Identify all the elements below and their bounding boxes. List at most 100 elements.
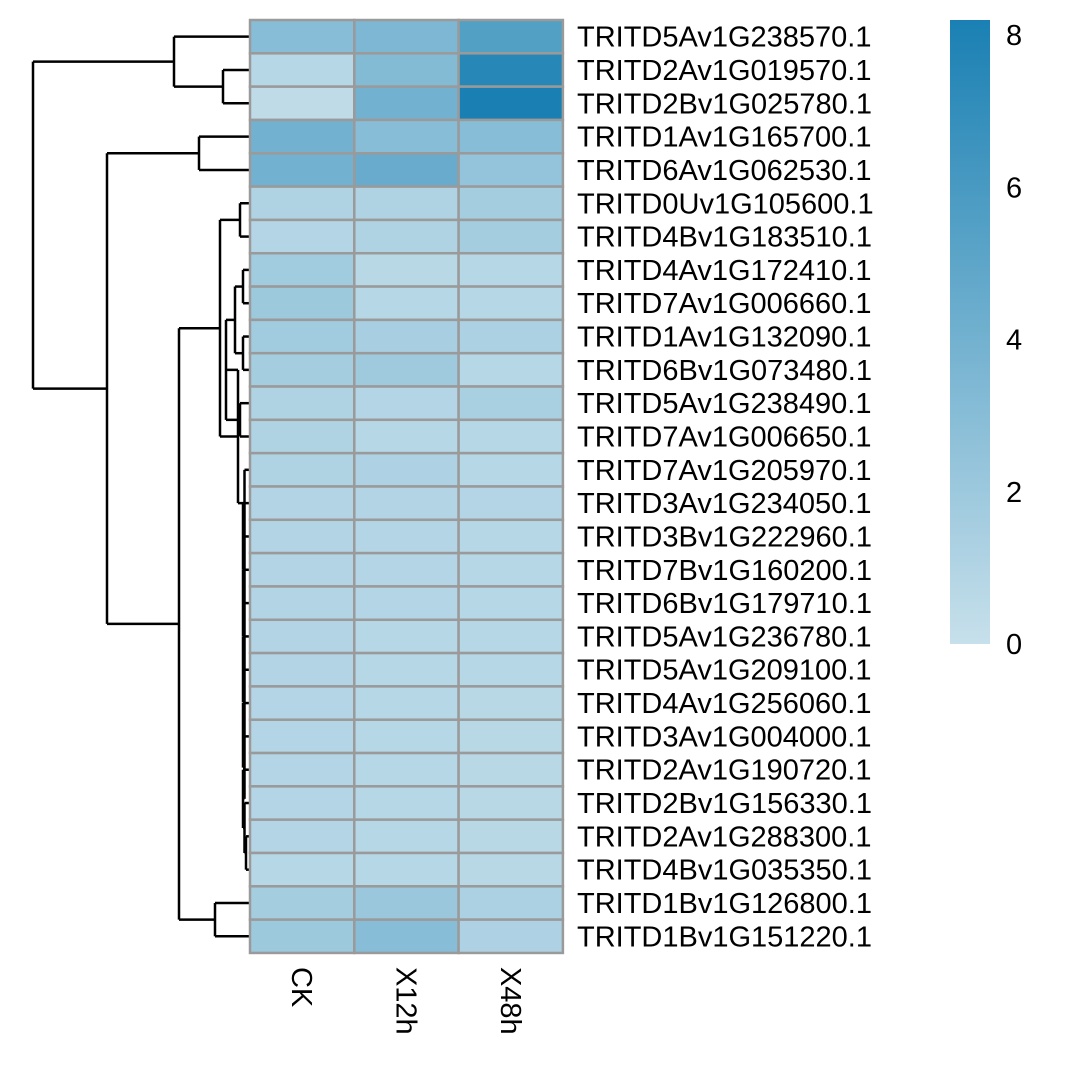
heatmap-cell: [457, 885, 565, 921]
heatmap-cell: [457, 651, 565, 688]
heatmap-cell: [248, 518, 356, 555]
heatmap-cell: [248, 451, 356, 488]
heatmap-cell: [457, 618, 565, 655]
row-label: TRITD6Bv1G179710.1: [577, 588, 872, 620]
heatmap-cell: [248, 585, 356, 622]
heatmap-cell: [353, 651, 460, 688]
row-label: TRITD2Av1G019570.1: [577, 55, 871, 87]
heatmap-cell: [353, 885, 460, 921]
heatmap-cell: [248, 285, 356, 322]
legend-tick-label: 6: [1006, 172, 1022, 204]
row-dendrogram: [31, 35, 250, 938]
row-label: TRITD7Av1G006660.1: [577, 288, 871, 320]
heatmap-cell: [457, 785, 565, 821]
row-label: TRITD1Av1G132090.1: [577, 322, 871, 354]
heatmap-cell: [248, 118, 356, 155]
row-label: TRITD4Bv1G183510.1: [577, 222, 872, 254]
heatmap-cell: [457, 485, 565, 522]
heatmap-cell: [353, 451, 460, 488]
heatmap-cell: [457, 418, 565, 455]
row-label: TRITD7Av1G006650.1: [577, 422, 871, 454]
heatmap-cell: [353, 785, 460, 821]
row-labels: TRITD5Av1G238570.1TRITD2Av1G019570.1TRIT…: [577, 22, 874, 954]
heatmap-cell: [457, 251, 565, 288]
heatmap-cell: [457, 818, 565, 855]
row-label: TRITD6Bv1G073480.1: [577, 355, 872, 387]
heatmap-cell: [457, 685, 565, 721]
row-label: TRITD7Av1G205970.1: [577, 455, 871, 487]
heatmap-cell: [353, 52, 460, 88]
heatmap-cell: [353, 251, 460, 288]
column-label: X12h: [389, 967, 421, 1035]
heatmap-cell: [353, 351, 460, 388]
heatmap-cell: [353, 118, 460, 155]
heatmap-cell: [457, 551, 565, 588]
heatmap-cell: [353, 518, 460, 555]
row-label: TRITD2Bv1G025780.1: [577, 88, 872, 120]
heatmap-cell: [457, 918, 565, 955]
heatmap-cell: [248, 185, 356, 222]
row-label: TRITD0Uv1G105600.1: [577, 188, 874, 220]
heatmap-cell: [353, 485, 460, 522]
heatmap-cell: [353, 751, 460, 788]
heatmap-cell: [457, 85, 565, 122]
column-label: CK: [285, 967, 317, 1008]
heatmap-cell: [353, 918, 460, 955]
row-label: TRITD4Av1G172410.1: [577, 255, 871, 287]
heatmap-cell: [248, 318, 356, 355]
heatmap-cell: [248, 751, 356, 788]
row-label: TRITD5Av1G238570.1: [577, 22, 871, 54]
heatmap-cell: [353, 185, 460, 222]
row-label: TRITD6Av1G062530.1: [577, 155, 871, 187]
heatmap-cell: [248, 851, 356, 888]
heatmap-cell: [457, 751, 565, 788]
row-label: TRITD5Av1G238490.1: [577, 388, 871, 420]
row-label: TRITD3Av1G234050.1: [577, 488, 871, 520]
heatmap-cell: [457, 351, 565, 388]
heatmap-cell: [248, 618, 356, 655]
column-label: X48h: [494, 967, 526, 1035]
heatmap-cell: [248, 85, 356, 122]
heatmap-cell: [248, 152, 356, 188]
heatmap-cell: [353, 285, 460, 322]
legend-color-bar: [950, 20, 990, 644]
heatmap-cell: [248, 18, 356, 55]
row-label: TRITD1Bv1G151220.1: [577, 921, 872, 953]
heatmap-cell: [457, 518, 565, 555]
heatmap-cell: [248, 551, 356, 588]
heatmap-cell: [248, 718, 356, 755]
row-label: TRITD4Av1G256060.1: [577, 688, 871, 720]
heatmap-cell: [353, 718, 460, 755]
heatmap-cell: [248, 651, 356, 688]
heatmap-cell: [248, 251, 356, 288]
heatmap-cell: [248, 885, 356, 921]
heatmap-cell: [353, 551, 460, 588]
heatmap-cell: [457, 451, 565, 488]
color-legend: 0 2 4 6 8: [950, 20, 1022, 661]
heatmap-cell: [353, 385, 460, 422]
heatmap-cell: [457, 851, 565, 888]
heatmap-cell: [248, 485, 356, 522]
heatmap-cell: [353, 818, 460, 855]
heatmap-cell: [457, 585, 565, 622]
heatmap-cell: [248, 351, 356, 388]
heatmap-cell: [248, 385, 356, 422]
heatmap-cell: [353, 418, 460, 455]
row-label: TRITD7Bv1G160200.1: [577, 555, 872, 587]
heatmap-cell: [353, 618, 460, 655]
heatmap-cell: [353, 585, 460, 622]
heatmap-cell: [457, 118, 565, 155]
row-label: TRITD2Av1G288300.1: [577, 821, 871, 853]
row-label: TRITD2Bv1G156330.1: [577, 788, 872, 820]
row-label: TRITD5Av1G236780.1: [577, 621, 871, 653]
row-label: TRITD3Av1G004000.1: [577, 721, 871, 753]
heatmap-cell: [457, 318, 565, 355]
legend-tick-label: 0: [1006, 629, 1022, 661]
row-label: TRITD2Av1G190720.1: [577, 755, 871, 787]
row-label: TRITD3Bv1G222960.1: [577, 521, 872, 553]
heatmap-cell: [248, 918, 356, 955]
heatmap-cell: [457, 185, 565, 222]
heatmap-cell: [248, 418, 356, 455]
column-labels: CK X12h X48h: [285, 967, 526, 1035]
